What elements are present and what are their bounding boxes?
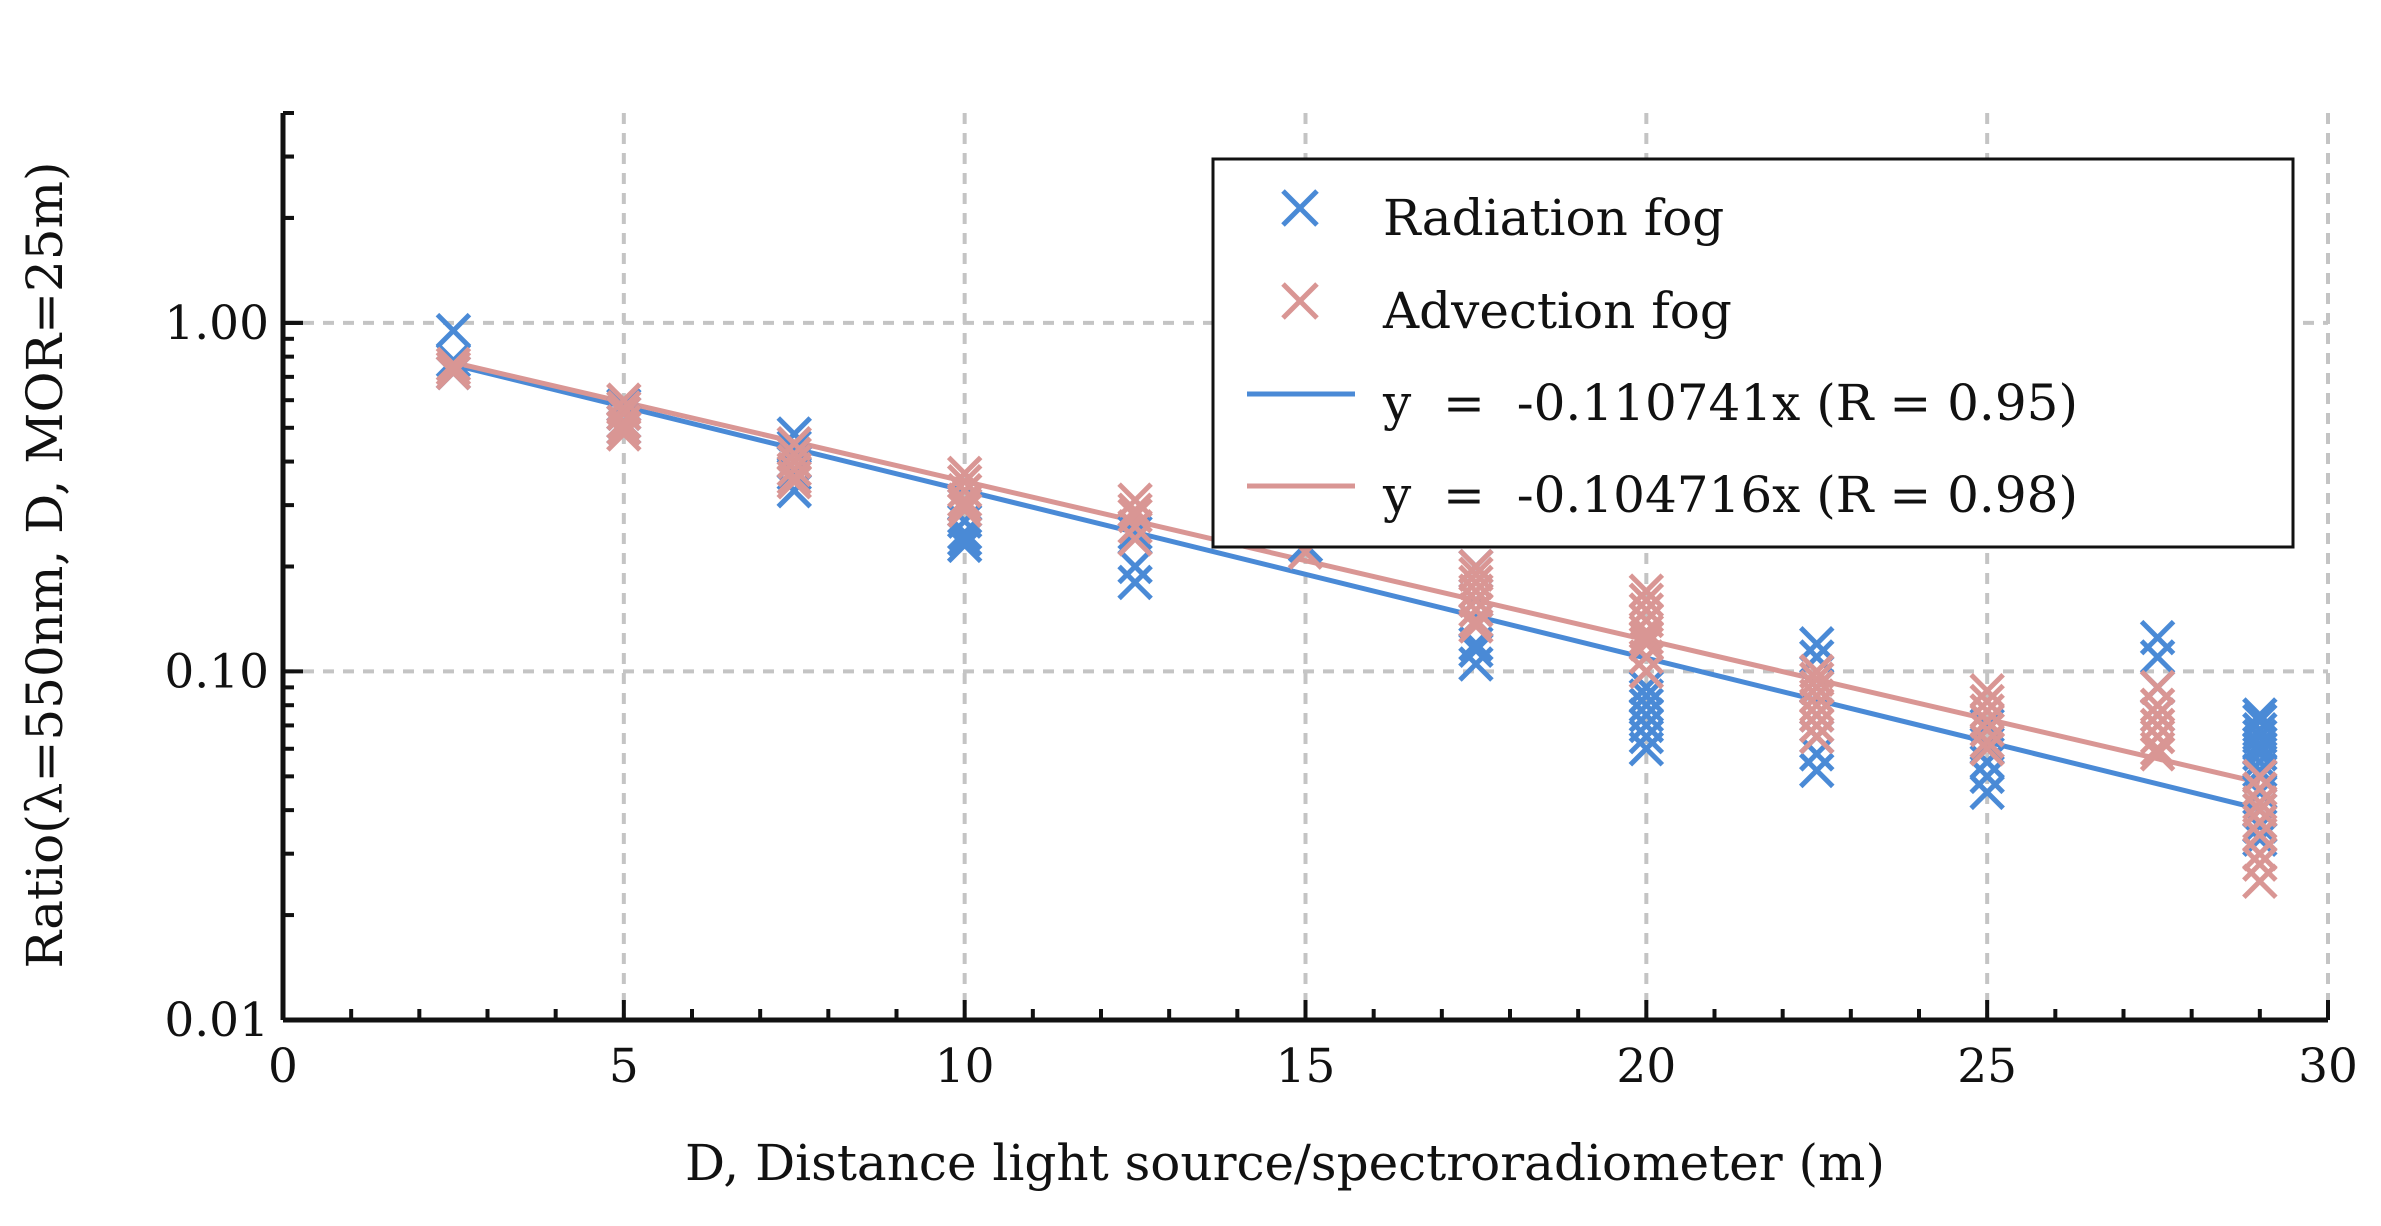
data-point-advection [1969, 730, 2005, 767]
data-point-advection [946, 492, 983, 529]
data-point-radiation [1969, 774, 2005, 811]
data-point-radiation [1798, 626, 1835, 662]
data-point-radiation [2242, 821, 2278, 858]
data-point-advection [1117, 492, 1153, 529]
x-tick-label-20: 20 [1616, 1039, 1676, 1094]
legend-marker-radiation [1281, 189, 1319, 227]
data-point-advection [2242, 804, 2278, 840]
legend-box [1211, 157, 2295, 549]
data-point-radiation [1628, 718, 1665, 755]
data-point-advection [1458, 556, 1494, 593]
data-point-radiation [946, 521, 983, 557]
data-point-advection [1798, 718, 1835, 755]
data-point-advection [435, 346, 472, 383]
data-point-advection [946, 482, 983, 518]
data-point-advection [1458, 602, 1494, 639]
x-tick-label-5: 5 [609, 1039, 639, 1094]
data-point-advection [776, 459, 813, 496]
data-point-advection [435, 354, 472, 391]
x-tick-label-25: 25 [1957, 1039, 2017, 1094]
data-point-advection [1628, 613, 1665, 650]
y-tick-label-0.01: 0.01 [164, 993, 269, 1048]
data-point-radiation [2139, 639, 2176, 675]
data-point-radiation [1628, 730, 1665, 767]
data-point-advection [1117, 509, 1153, 545]
legend: Radiation fog Advection fog y = -0.11074… [1211, 157, 2295, 549]
data-point-advection [606, 404, 642, 440]
data-point-radiation [946, 527, 983, 564]
fit-line-layer [452, 360, 2261, 812]
y-tick-label-0.10: 0.10 [164, 644, 269, 699]
data-point-advection [2242, 835, 2278, 872]
data-point-advection [1117, 521, 1153, 557]
data-point-advection [1969, 723, 2005, 760]
data-point-advection [2242, 863, 2278, 900]
data-point-advection [1458, 608, 1494, 644]
data-point-advection [776, 464, 813, 500]
data-point-advection [1628, 639, 1665, 675]
x-tick-label-30: 30 [2298, 1039, 2358, 1094]
x-tick-label-0: 0 [268, 1039, 298, 1094]
data-point-advection [1798, 661, 1835, 697]
data-point-radiation [1969, 758, 2005, 795]
x-axis-title: D, Distance light source/spectroradiomet… [685, 1134, 1885, 1192]
data-point-advection [1117, 482, 1153, 518]
data-point-advection [2139, 718, 2176, 755]
data-point-advection [435, 350, 472, 387]
data-point-radiation [1458, 646, 1494, 682]
legend-label-radiation-fog: Radiation fog [1383, 189, 1724, 247]
data-point-radiation [435, 342, 472, 379]
data-point-radiation [2242, 744, 2278, 780]
data-point-advection [1458, 592, 1494, 628]
data-point-advection [2242, 758, 2278, 795]
data-point-radiation [1117, 548, 1153, 585]
data-point-radiation [1798, 736, 1835, 772]
data-point-advection [946, 455, 983, 492]
data-point-advection [1628, 653, 1665, 690]
data-point-advection [1628, 626, 1665, 662]
data-point-advection [606, 410, 642, 446]
data-point-advection [776, 451, 813, 488]
legend-label-advection-fit: y = -0.104716x (R = 0.98) [1382, 466, 2078, 524]
fit-line-advection [452, 360, 2261, 786]
y-axis-title: Ratio(λ=550nm, D, MOR=25m) [16, 161, 74, 968]
data-point-radiation [435, 312, 472, 349]
data-point-advection [1798, 707, 1835, 744]
data-point-advection [2139, 736, 2176, 772]
data-point-radiation [2242, 718, 2278, 755]
data-point-radiation [1117, 564, 1153, 601]
data-point-advection [946, 487, 983, 523]
legend-label-advection-fog: Advection fog [1382, 282, 1732, 340]
data-point-advection [606, 416, 642, 452]
fit-line-radiation [452, 362, 2261, 812]
x-tick-label-15: 15 [1276, 1039, 1336, 1094]
legend-marker-advection [1281, 282, 1319, 320]
x-tick-label-10: 10 [935, 1039, 995, 1094]
legend-symbols [1247, 189, 1355, 489]
data-point-advection [2139, 669, 2176, 706]
axis-layer [280, 111, 2330, 1023]
legend-label-radiation-fit: y = -0.110741x (R = 0.95) [1382, 374, 2078, 432]
data-point-advection [2242, 846, 2278, 882]
y-tick-label-1.00: 1.00 [164, 296, 269, 351]
data-point-advection [2139, 730, 2176, 767]
data-point-radiation [1798, 752, 1835, 789]
data-point-layer [435, 312, 2278, 900]
